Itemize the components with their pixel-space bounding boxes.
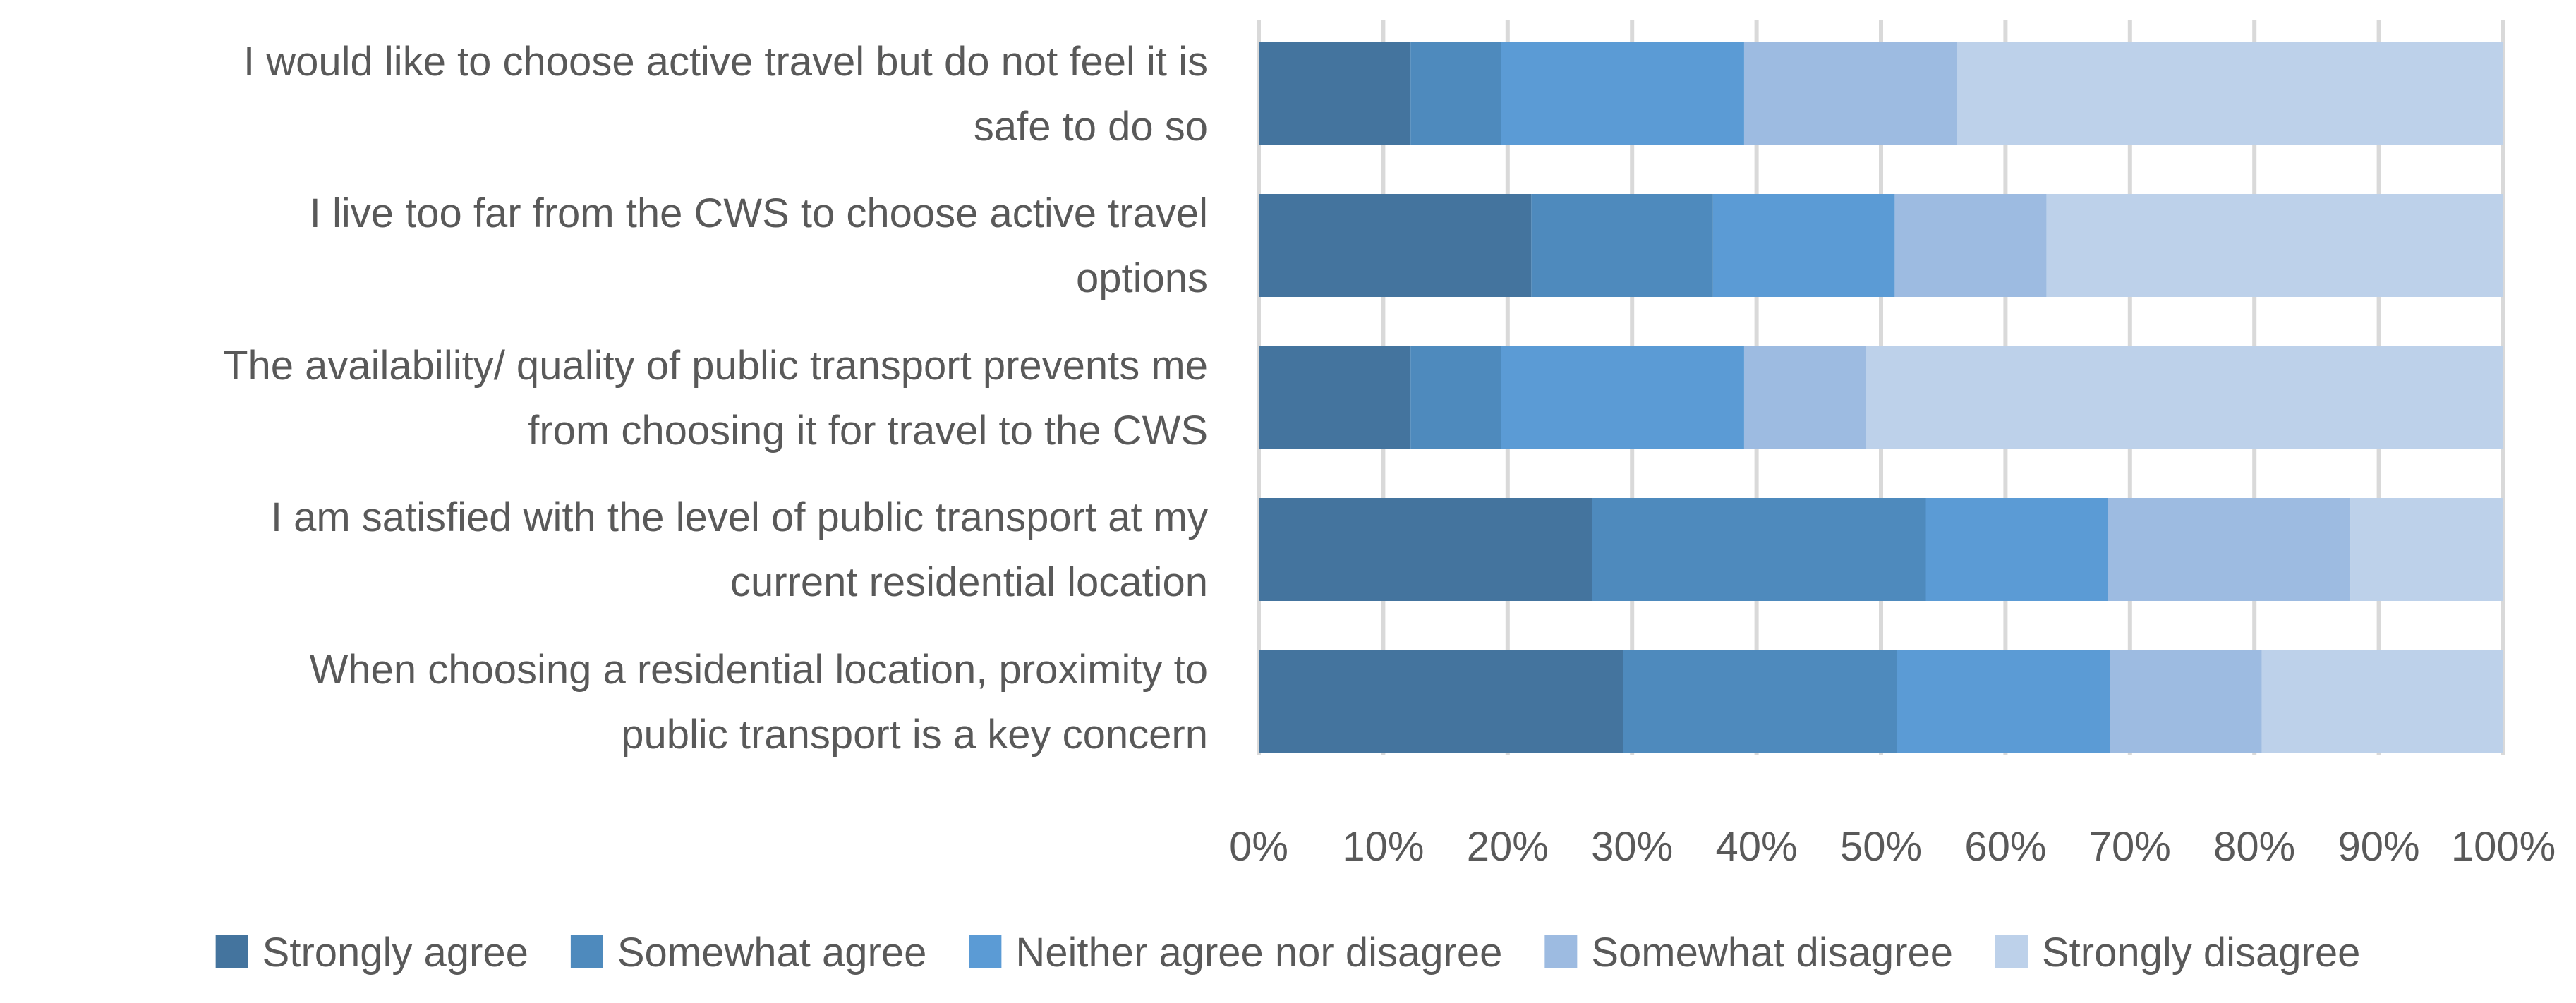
bar-segment-neither-agree-nor-disagree-row-4 [1925, 498, 2108, 601]
legend-label-strongly-disagree: Strongly disagree [2042, 930, 2360, 975]
bar-segment-strongly-disagree-row-4 [2350, 498, 2503, 601]
bar-segment-strongly-disagree-row-2 [2046, 194, 2503, 297]
bar-segment-strongly-agree-row-1 [1259, 42, 1411, 145]
x-tick-label-0: 0% [1229, 824, 1288, 870]
bar-segment-somewhat-disagree-row-2 [1894, 194, 2047, 297]
legend-label-strongly-agree: Strongly agree [262, 930, 528, 975]
legend-swatch-somewhat-agree [570, 935, 603, 968]
bars [1259, 42, 2503, 753]
legend-label-somewhat-agree: Somewhat agree [617, 930, 926, 975]
bar-segment-somewhat-agree-row-3 [1410, 346, 1501, 449]
x-tick-label-10: 10% [1342, 824, 1424, 870]
legend-swatch-strongly-agree [215, 935, 248, 968]
legend-label-neither-agree-nor-disagree: Neither agree nor disagree [1015, 930, 1502, 975]
bar-segment-somewhat-agree-row-1 [1410, 42, 1501, 145]
bar-segment-somewhat-agree-row-5 [1623, 650, 1897, 753]
x-tick-label-40: 40% [1716, 824, 1798, 870]
x-tick-label-30: 30% [1591, 824, 1673, 870]
bar-segment-strongly-agree-row-3 [1259, 346, 1411, 449]
x-tick-label-70: 70% [2089, 824, 2171, 870]
category-labels: I would like to choose active travel but… [223, 39, 1208, 758]
bar-segment-neither-agree-nor-disagree-row-3 [1501, 346, 1744, 449]
bar-segment-somewhat-agree-row-4 [1592, 498, 1926, 601]
x-tick-label-20: 20% [1467, 824, 1549, 870]
x-axis-tick-labels: 0% 10% 20% 30% 40% 50% 60% 70% 80% 90% 100% [1229, 824, 2556, 870]
legend-swatch-somewhat-disagree [1544, 935, 1578, 968]
x-tick-label-60: 60% [1964, 824, 2046, 870]
bar-segment-strongly-agree-row-4 [1259, 498, 1592, 601]
bar-segment-somewhat-agree-row-2 [1531, 194, 1713, 297]
x-tick-label-90: 90% [2338, 824, 2420, 870]
category-label-2-line-1: I live too far from the CWS to choose ac… [310, 190, 1208, 236]
category-label-1-line-2: safe to do so [974, 104, 1208, 150]
bar-segment-somewhat-disagree-row-3 [1743, 346, 1866, 449]
bar-segment-strongly-agree-row-2 [1259, 194, 1532, 297]
legend-swatch-neither-agree-nor-disagree [969, 935, 1002, 968]
bar-segment-strongly-disagree-row-5 [2261, 650, 2503, 753]
bar-segment-neither-agree-nor-disagree-row-5 [1897, 650, 2110, 753]
bar-segment-strongly-agree-row-5 [1259, 650, 1623, 753]
bar-segment-neither-agree-nor-disagree-row-2 [1712, 194, 1895, 297]
category-label-1-line-1: I would like to choose active travel but… [243, 39, 1208, 85]
category-label-5-line-1: When choosing a residential location, pr… [310, 647, 1208, 693]
category-label-5-line-2: public transport is a key concern [621, 712, 1208, 758]
bar-segment-somewhat-disagree-row-1 [1743, 42, 1957, 145]
category-label-2-line-2: options [1076, 255, 1208, 301]
category-label-4-line-2: current residential location [730, 559, 1208, 605]
bar-segment-neither-agree-nor-disagree-row-1 [1501, 42, 1744, 145]
bar-segment-strongly-disagree-row-3 [1866, 346, 2503, 449]
x-tick-label-80: 80% [2213, 824, 2295, 870]
bar-segment-somewhat-disagree-row-5 [2110, 650, 2262, 753]
legend: Strongly agree Somewhat agree Neither agre… [215, 930, 2360, 975]
x-tick-label-100: 100% [2451, 824, 2556, 870]
bar-segment-strongly-disagree-row-1 [1957, 42, 2503, 145]
bar-segment-somewhat-disagree-row-4 [2108, 498, 2351, 601]
legend-swatch-strongly-disagree [1995, 935, 2028, 968]
category-label-4-line-1: I am satisfied with the level of public … [271, 494, 1208, 540]
category-label-3-line-2: from choosing it for travel to the CWS [528, 408, 1208, 454]
legend-label-somewhat-disagree: Somewhat disagree [1591, 930, 1953, 975]
category-label-3-line-1: The availability/ quality of public tran… [223, 343, 1208, 389]
x-tick-label-50: 50% [1840, 824, 1922, 870]
